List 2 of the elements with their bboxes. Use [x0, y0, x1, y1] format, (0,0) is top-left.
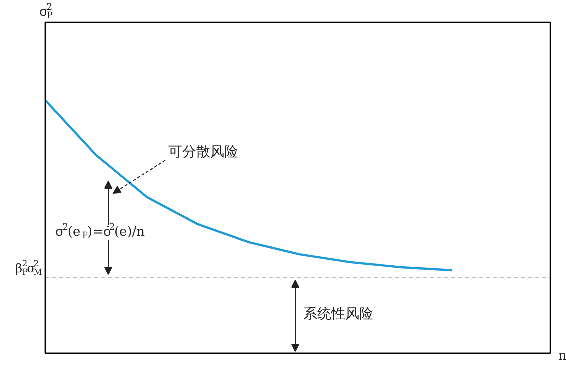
annotation: 可分散风险	[168, 144, 238, 160]
annotation: 系统性风险	[304, 306, 374, 322]
